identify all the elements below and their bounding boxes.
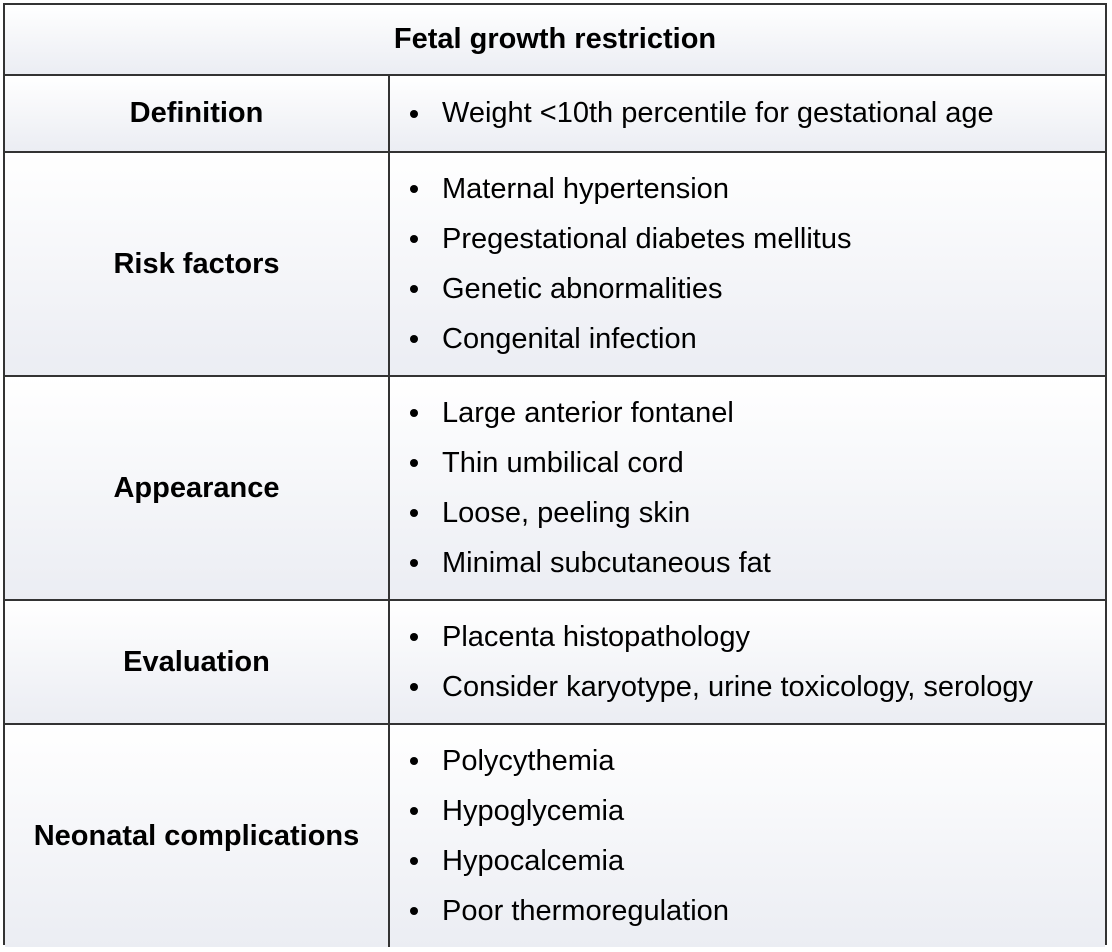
list-item: Hypoglycemia [408,786,1105,836]
list-item: Congenital infection [408,314,1105,364]
bullet-icon [410,907,418,915]
row-label-risk-factors: Risk factors [5,153,390,375]
list-item-text: Minimal subcutaneous fat [442,546,771,579]
bullet-icon [410,509,418,517]
bullet-icon [410,285,418,293]
row-content-evaluation: Placenta histopathology Consider karyoty… [390,601,1105,723]
table-row-neonatal-complications: Neonatal complications Polycythemia Hypo… [5,725,1105,947]
list-item: Pregestational diabetes mellitus [408,214,1105,264]
row-content-appearance: Large anterior fontanel Thin umbilical c… [390,377,1105,599]
bullet-icon [410,757,418,765]
table-row-risk-factors: Risk factors Maternal hypertension Prege… [5,153,1105,377]
list-item: Placenta histopathology [408,612,1105,662]
table-row-appearance: Appearance Large anterior fontanel Thin … [5,377,1105,601]
table-row-evaluation: Evaluation Placenta histopathology Consi… [5,601,1105,725]
bullet-icon [410,335,418,343]
bullet-icon [410,185,418,193]
bullet-icon [410,683,418,691]
list-item: Weight <10th percentile for gestational … [408,89,1105,139]
list-item: Thin umbilical cord [408,438,1105,488]
list-item: Consider karyotype, urine toxicology, se… [408,662,1105,712]
row-content-risk-factors: Maternal hypertension Pregestational dia… [390,153,1105,375]
row-label-neonatal-complications: Neonatal complications [5,725,390,947]
list-item-text: Weight <10th percentile for gestational … [442,97,994,129]
list-item-text: Poor thermoregulation [442,894,729,927]
table-title: Fetal growth restriction [5,5,1105,76]
bullet-icon [410,807,418,815]
list-item: Minimal subcutaneous fat [408,538,1105,588]
bullet-icon [410,857,418,865]
list-item-text: Maternal hypertension [442,172,729,205]
list-item-text: Placenta histopathology [442,620,750,653]
bullet-icon [410,633,418,641]
list-item-text: Thin umbilical cord [442,446,684,479]
row-label-appearance: Appearance [5,377,390,599]
list-item-text: Consider karyotype, urine toxicology, se… [442,670,1034,703]
list-item-text: Genetic abnormalities [442,272,723,305]
fetal-growth-restriction-table: Fetal growth restriction Definition Weig… [3,3,1107,947]
list-item: Large anterior fontanel [408,388,1105,438]
list-item-text: Polycythemia [442,744,615,777]
list-item-text: Large anterior fontanel [442,396,734,429]
row-label-evaluation: Evaluation [5,601,390,723]
bullet-icon [410,409,418,417]
table-row-definition: Definition Weight <10th percentile for g… [5,76,1105,153]
row-content-neonatal-complications: Polycythemia Hypoglycemia Hypocalcemia P… [390,725,1105,947]
bullet-icon [410,559,418,567]
bullet-icon [410,109,418,118]
row-content-definition: Weight <10th percentile for gestational … [390,76,1105,151]
list-item-text: Loose, peeling skin [442,496,691,529]
list-item: Polycythemia [408,736,1105,786]
list-item-text: Pregestational diabetes mellitus [442,222,852,255]
list-item: Poor thermoregulation [408,886,1105,936]
list-item-text: Hypocalcemia [442,844,625,877]
list-item-text: Hypoglycemia [442,794,625,827]
bullet-icon [410,459,418,467]
list-item: Loose, peeling skin [408,488,1105,538]
list-item: Hypocalcemia [408,836,1105,886]
list-item: Genetic abnormalities [408,264,1105,314]
list-item-text: Congenital infection [442,322,697,355]
bullet-icon [410,235,418,243]
list-item: Maternal hypertension [408,164,1105,214]
row-label-definition: Definition [5,76,390,151]
